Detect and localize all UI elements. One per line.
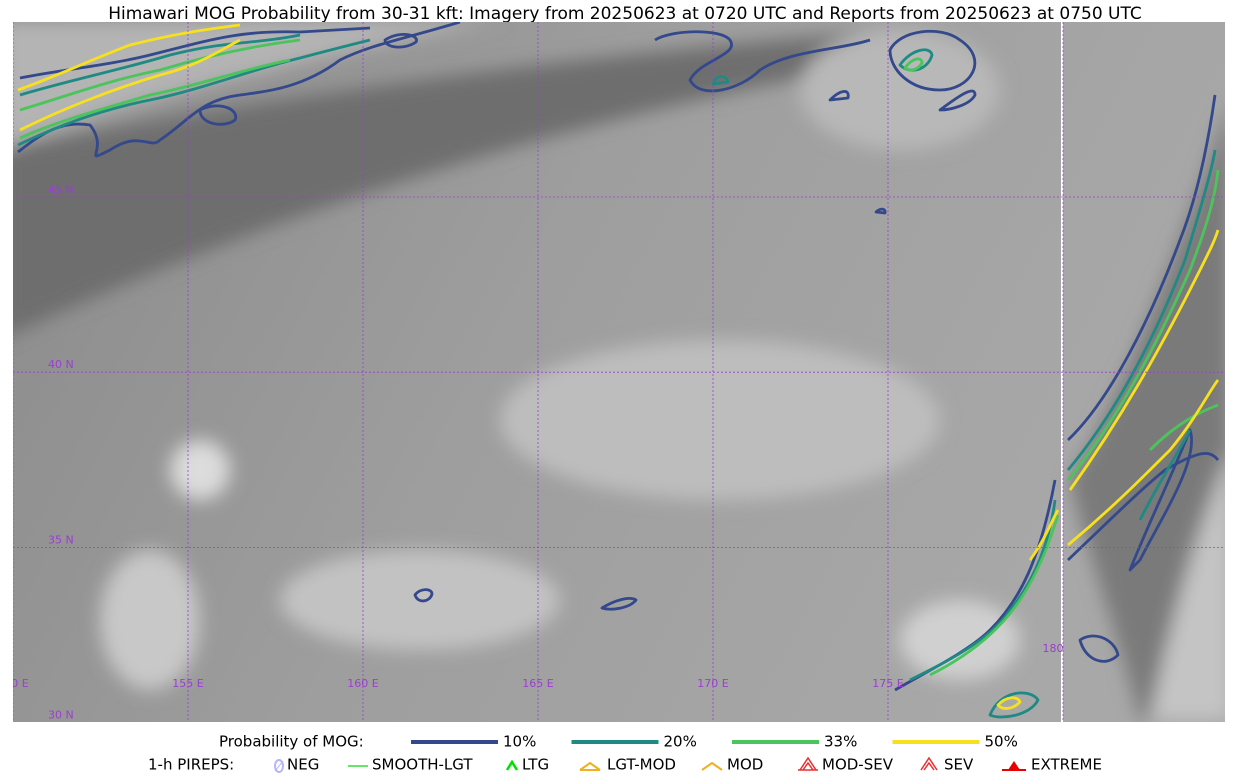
title: Himawari MOG Probability from 30-31 kft:… bbox=[108, 4, 1142, 24]
legend-label: EXTREME bbox=[1031, 756, 1102, 774]
lon-label: 150 E bbox=[0, 677, 29, 690]
legend-label: MOD bbox=[727, 756, 763, 774]
legend-label: 10% bbox=[503, 733, 536, 751]
contours bbox=[17, 22, 1220, 719]
lon-label: 170 E bbox=[697, 677, 728, 690]
pirep-icon bbox=[1002, 761, 1026, 771]
pirep-icon bbox=[505, 759, 519, 771]
graticule: 45 N 40 N 35 N 30 N 150 E 155 E 160 E 165 E 170 … bbox=[0, 22, 1225, 722]
contour bbox=[17, 33, 371, 147]
legend-label: LGT-MOD bbox=[607, 756, 676, 774]
lon-label: 155 E bbox=[172, 677, 203, 690]
legend-label: 33% bbox=[824, 733, 857, 751]
lon-label: 180 bbox=[1043, 642, 1064, 655]
pirep-icon bbox=[579, 761, 601, 771]
pirep-icon bbox=[798, 756, 818, 771]
legend-mog-title: Probability of MOG: bbox=[219, 733, 364, 751]
contour bbox=[17, 23, 241, 132]
legend-label: SMOOTH-LGT bbox=[372, 756, 473, 774]
lon-label: 160 E bbox=[347, 677, 378, 690]
contour bbox=[909, 149, 1217, 719]
contour bbox=[903, 57, 924, 72]
pirep-icon bbox=[274, 759, 284, 773]
lat-label: 30 N bbox=[48, 709, 74, 722]
legend-label: MOD-SEV bbox=[822, 756, 894, 774]
legend-label: NEG bbox=[287, 756, 319, 774]
lat-label: 45 N bbox=[48, 183, 74, 196]
map: 45 N 40 N 35 N 30 N 150 E 155 E 160 E 165 E 170 … bbox=[0, 22, 1225, 722]
lon-label: 175 E bbox=[872, 677, 903, 690]
pirep-icon bbox=[701, 761, 723, 771]
lat-label: 35 N bbox=[48, 533, 74, 546]
legend-pirep-title: 1-h PIREPS: bbox=[148, 756, 234, 774]
contour bbox=[198, 29, 977, 611]
legend-label: 20% bbox=[664, 733, 697, 751]
lat-label: 40 N bbox=[48, 358, 74, 371]
imagery-features bbox=[13, 22, 1225, 720]
contour bbox=[17, 22, 461, 158]
legend-label: LTG bbox=[522, 756, 549, 774]
lon-label: 165 E bbox=[522, 677, 553, 690]
contour bbox=[19, 38, 301, 140]
legend-label: 50% bbox=[985, 733, 1018, 751]
legend-label: SEV bbox=[944, 756, 974, 774]
pirep-icon bbox=[920, 756, 938, 771]
contour bbox=[996, 229, 1220, 710]
contour bbox=[929, 169, 1220, 677]
legend: Probability of MOG: 1-h PIREPS: 10% 20% 33… bbox=[148, 733, 1102, 774]
